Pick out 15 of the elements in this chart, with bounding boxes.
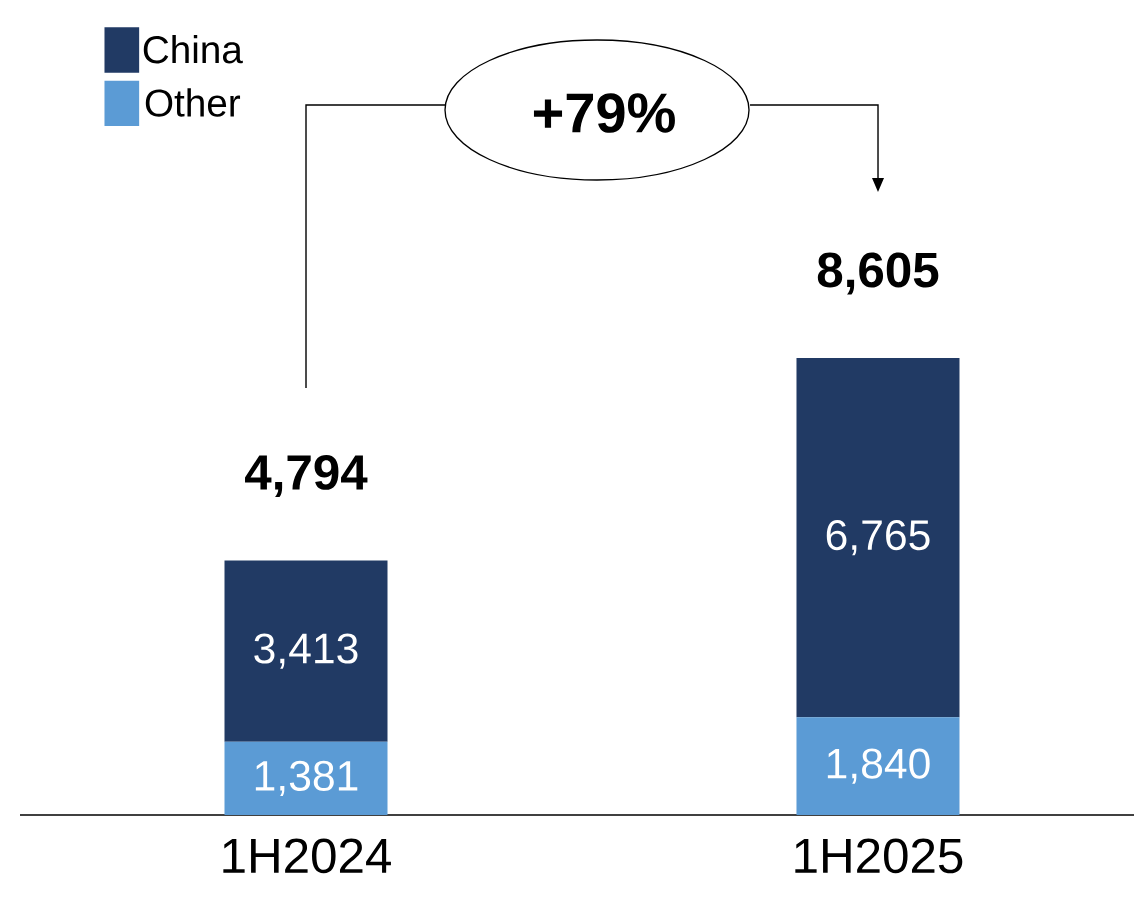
bar	[224, 741, 388, 815]
x-tick-label: 1H2025	[795, 838, 963, 874]
data-label: 6,765	[826, 520, 930, 556]
text: +79%	[533, 93, 675, 133]
total-label: 4,794	[245, 454, 368, 498]
bar	[224, 560, 388, 742]
x-tick-label: 1H2024	[223, 838, 391, 874]
legend-label: Other	[145, 88, 241, 117]
bar	[796, 717, 960, 815]
legend-label: China	[143, 35, 243, 64]
data-label: 1,381	[255, 760, 358, 796]
bar	[796, 357, 960, 718]
data-label: 3,413	[254, 633, 358, 669]
total-label: 8,605	[817, 252, 939, 295]
data-label: 1,840	[827, 748, 930, 784]
